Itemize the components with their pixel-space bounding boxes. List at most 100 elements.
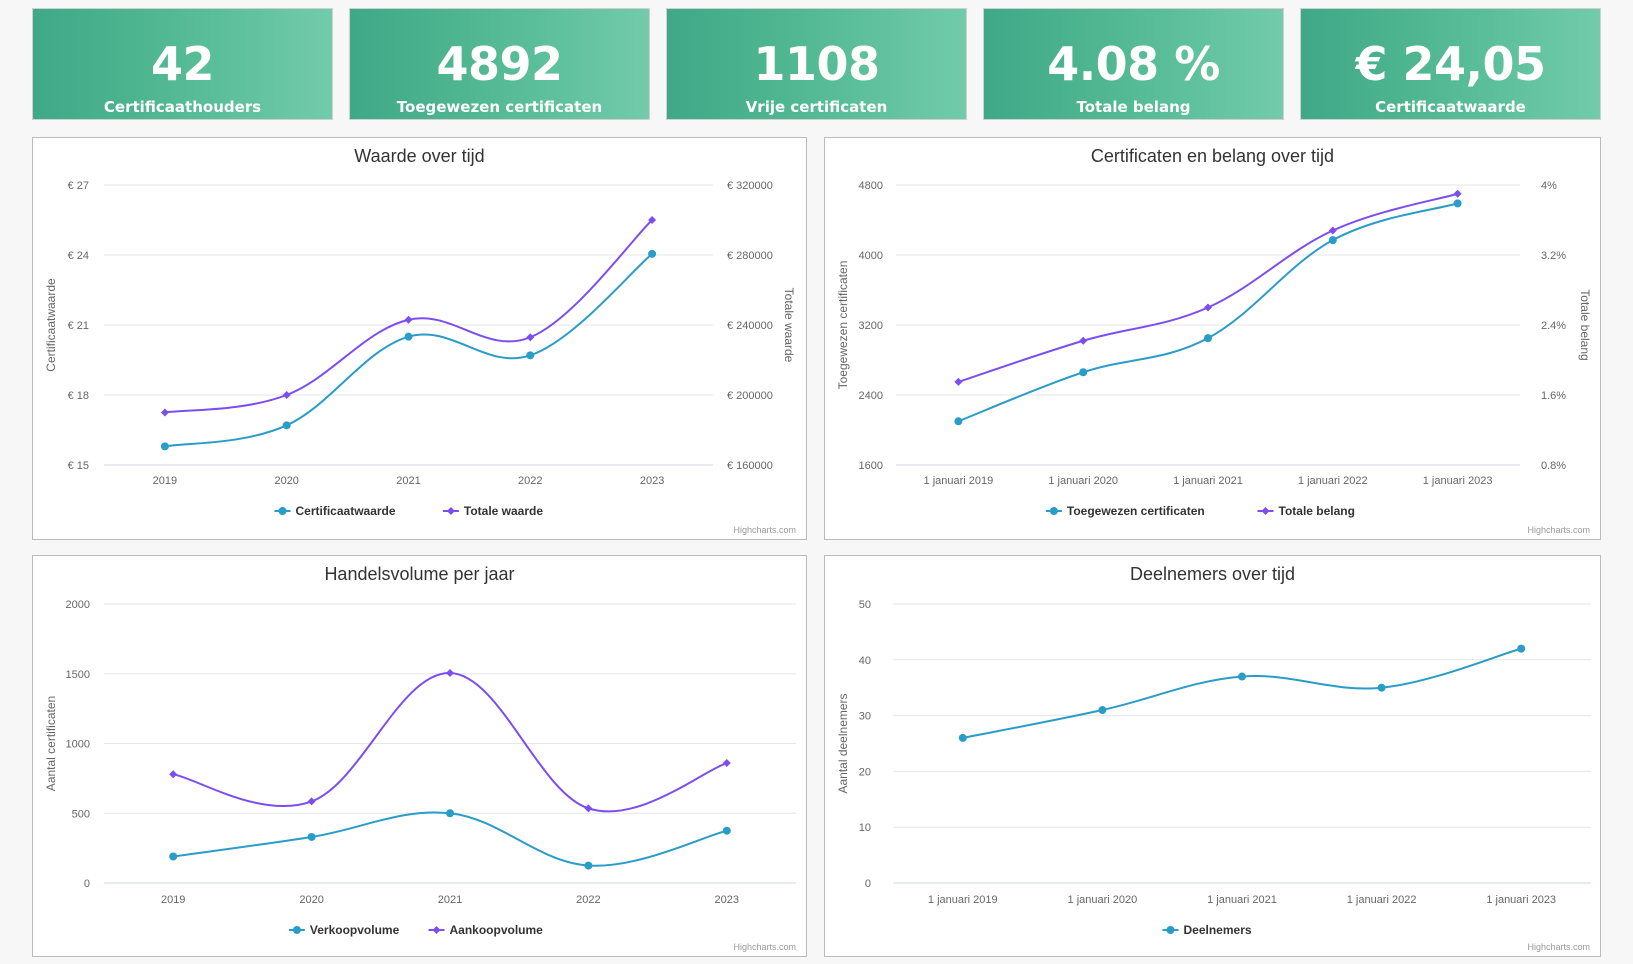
legend-item: Aankoopvolume <box>450 923 544 937</box>
x-tick-label: 2020 <box>299 894 323 906</box>
data-point <box>1328 226 1337 235</box>
y-tick-label: € 27 <box>68 180 89 192</box>
series-line-toegewezen-certificaten <box>958 202 1458 423</box>
x-tick-label: 2022 <box>576 894 600 906</box>
series-line-deelnemers <box>962 647 1522 739</box>
chart-panel-certificaten-en-belang: Certificaten en belang over tijd 1600 2400… <box>824 137 1601 540</box>
legend-marker <box>1261 507 1270 515</box>
legend-item: Verkoopvolume <box>310 923 400 937</box>
x-tick-label: 1 januari 2022 <box>1298 475 1368 487</box>
data-point <box>404 315 413 324</box>
y-tick-label: 4800 <box>859 180 883 192</box>
y-axis-title: Aantal deelnemers <box>836 693 850 793</box>
data-point <box>1238 672 1246 681</box>
x-tick-label: 1 januari 2022 <box>1347 894 1417 906</box>
data-point <box>446 669 454 678</box>
y2-tick-label: 2.4% <box>1541 320 1566 332</box>
legend-marker <box>292 926 301 934</box>
data-point <box>282 391 291 399</box>
chart-deelnemers: Deelnemers over tijd 0 10 20 30 40 50 Aantal de… <box>836 564 1591 952</box>
data-point <box>1079 368 1088 377</box>
chart-credit: Highcharts.com <box>1527 942 1590 952</box>
stat-value: 42 <box>150 37 215 91</box>
data-point <box>160 408 169 417</box>
y2-tick-label: 1.6% <box>1541 390 1566 402</box>
data-point <box>307 832 316 841</box>
y2-tick-label: € 240000 <box>727 320 773 332</box>
legend-item: Deelnemers <box>1184 923 1252 937</box>
y2-axis-title: Totale belang <box>1578 289 1592 360</box>
x-tick-label: 1 januari 2021 <box>1173 475 1243 487</box>
x-tick-label: 2020 <box>274 475 298 487</box>
stat-label: Certificaathouders <box>103 98 262 116</box>
stat-label: Toegewezen certificaten <box>396 98 603 116</box>
data-point <box>954 377 963 386</box>
data-point <box>722 759 731 768</box>
data-point <box>1453 189 1462 198</box>
y-tick-label: 1000 <box>66 739 90 751</box>
series-line-totale-belang <box>958 192 1458 383</box>
y-axis-title: Toegewezen certificaten <box>836 261 850 390</box>
chart-panel-waarde-over-tijd: Waarde over tijd € 15 € 18 € 21 € 24 € 27 € 16… <box>32 137 807 540</box>
stat-card-totale-belang: 4.08 % Totale belang <box>983 8 1284 120</box>
stat-card-certificaatwaarde: € 24,05 Certificaatwaarde <box>1300 8 1601 120</box>
y2-tick-label: 0.8% <box>1541 460 1566 472</box>
data-point <box>1517 644 1526 653</box>
y-tick-label: 2000 <box>66 599 90 611</box>
chart-title: Deelnemers over tijd <box>1130 564 1295 584</box>
stat-card-vrije-certificaten: 1108 Vrije certificaten <box>666 8 967 120</box>
y2-tick-label: € 280000 <box>727 250 773 262</box>
y-axis-title: Aantal certificaten <box>44 696 58 791</box>
chart-credit: Highcharts.com <box>733 525 796 535</box>
x-tick-label: 1 januari 2019 <box>928 894 998 906</box>
legend-item: Totale belang <box>1279 504 1355 518</box>
chart-panel-deelnemers: Deelnemers over tijd 0 10 20 30 40 50 Aantal de… <box>824 555 1601 957</box>
y-tick-label: € 24 <box>68 250 89 262</box>
data-point <box>404 332 413 341</box>
data-point <box>1377 683 1386 692</box>
x-tick-label: 1 januari 2023 <box>1486 894 1556 906</box>
data-point <box>446 809 454 818</box>
chart-handelsvolume: Handelsvolume per jaar 0 500 1000 1500 2000 Aa… <box>44 564 796 952</box>
data-point <box>584 861 593 870</box>
chart-credit: Highcharts.com <box>1527 525 1590 535</box>
x-tick-label: 2022 <box>518 475 542 487</box>
data-point <box>1079 336 1088 345</box>
x-tick-label: 2019 <box>153 475 177 487</box>
y-tick-label: 2400 <box>859 390 883 402</box>
data-point <box>1328 236 1337 245</box>
data-point <box>1204 334 1212 343</box>
y-tick-label: 50 <box>859 599 871 611</box>
data-point <box>584 804 593 813</box>
y-tick-label: 1500 <box>66 669 90 681</box>
y2-tick-label: € 160000 <box>727 460 773 472</box>
data-point <box>307 797 316 806</box>
data-point <box>1204 303 1212 312</box>
series-line-aankoopvolume <box>173 672 728 813</box>
x-tick-label: 2023 <box>715 894 739 906</box>
y-axis-title: Certificaatwaarde <box>44 278 58 372</box>
data-point <box>648 216 657 224</box>
y-tick-label: € 15 <box>68 460 89 472</box>
y-tick-label: € 21 <box>68 320 89 332</box>
chart-credit: Highcharts.com <box>733 942 796 952</box>
y-tick-label: 0 <box>865 878 871 890</box>
stat-value: 4892 <box>436 37 563 91</box>
legend-marker <box>432 926 441 934</box>
y2-tick-label: 3.2% <box>1541 250 1566 262</box>
y-tick-label: 4000 <box>859 250 883 262</box>
legend-item: Totale waarde <box>464 504 543 518</box>
y2-tick-label: € 200000 <box>727 390 773 402</box>
y2-tick-label: € 320000 <box>727 180 773 192</box>
y-tick-label: 3200 <box>859 320 883 332</box>
data-point <box>526 333 535 342</box>
chart-waarde-over-tijd: Waarde over tijd € 15 € 18 € 21 € 24 € 27 € 16… <box>44 146 796 535</box>
y-tick-label: 20 <box>859 766 871 778</box>
stat-card-certificaathouders: 42 Certificaathouders <box>32 8 333 120</box>
data-point <box>648 249 657 258</box>
x-tick-label: 1 januari 2019 <box>924 475 994 487</box>
stat-card-toegewezen-certificaten: 4892 Toegewezen certificaten <box>349 8 650 120</box>
legend-marker <box>1049 507 1058 515</box>
y-tick-label: 0 <box>84 878 90 890</box>
y-tick-label: 30 <box>859 711 871 723</box>
